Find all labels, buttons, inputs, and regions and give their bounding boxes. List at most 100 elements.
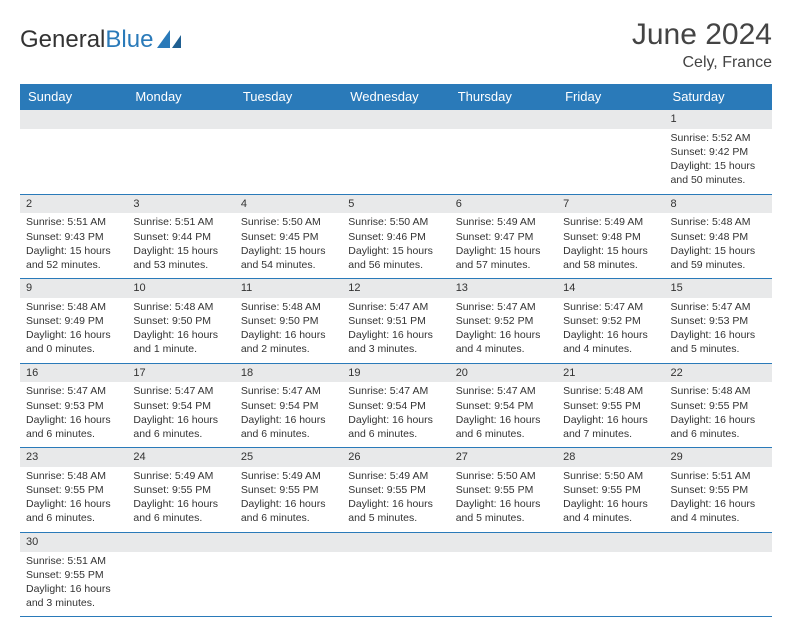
day-details: Sunrise: 5:50 AMSunset: 9:55 PMDaylight:… [450, 467, 557, 532]
day-number: 26 [342, 448, 449, 467]
day-number: 20 [450, 364, 557, 383]
daylight-text: Daylight: 16 hours and 7 minutes. [563, 413, 658, 441]
dayname-header: Saturday [665, 84, 772, 110]
sunrise-text: Sunrise: 5:52 AM [671, 131, 766, 145]
sunset-text: Sunset: 9:48 PM [563, 230, 658, 244]
day-number [235, 110, 342, 129]
sunrise-text: Sunrise: 5:50 AM [563, 469, 658, 483]
dayname-header: Thursday [450, 84, 557, 110]
daylight-text: Daylight: 16 hours and 3 minutes. [348, 328, 443, 356]
daylight-text: Daylight: 16 hours and 6 minutes. [348, 413, 443, 441]
dayname-header: Monday [127, 84, 234, 110]
day-number: 4 [235, 195, 342, 214]
calendar-cell-empty [20, 110, 127, 195]
daylight-text: Daylight: 16 hours and 5 minutes. [348, 497, 443, 525]
daylight-text: Daylight: 16 hours and 4 minutes. [563, 328, 658, 356]
day-number: 5 [342, 195, 449, 214]
sunset-text: Sunset: 9:55 PM [456, 483, 551, 497]
sunset-text: Sunset: 9:54 PM [241, 399, 336, 413]
calendar-cell: 5Sunrise: 5:50 AMSunset: 9:46 PMDaylight… [342, 194, 449, 279]
daylight-text: Daylight: 16 hours and 6 minutes. [456, 413, 551, 441]
sunrise-text: Sunrise: 5:48 AM [133, 300, 228, 314]
day-number: 2 [20, 195, 127, 214]
calendar-cell-empty [557, 110, 664, 195]
sunset-text: Sunset: 9:53 PM [26, 399, 121, 413]
daylight-text: Daylight: 16 hours and 5 minutes. [671, 328, 766, 356]
daylight-text: Daylight: 16 hours and 2 minutes. [241, 328, 336, 356]
day-number: 1 [665, 110, 772, 129]
day-number [450, 533, 557, 552]
calendar-cell: 9Sunrise: 5:48 AMSunset: 9:49 PMDaylight… [20, 279, 127, 364]
calendar-cell: 23Sunrise: 5:48 AMSunset: 9:55 PMDayligh… [20, 448, 127, 533]
sunrise-text: Sunrise: 5:51 AM [26, 554, 121, 568]
sunset-text: Sunset: 9:50 PM [241, 314, 336, 328]
sunrise-text: Sunrise: 5:47 AM [26, 384, 121, 398]
sunset-text: Sunset: 9:48 PM [671, 230, 766, 244]
day-details: Sunrise: 5:49 AMSunset: 9:55 PMDaylight:… [127, 467, 234, 532]
sunrise-text: Sunrise: 5:51 AM [26, 215, 121, 229]
daylight-text: Daylight: 15 hours and 58 minutes. [563, 244, 658, 272]
day-number: 3 [127, 195, 234, 214]
calendar-cell: 28Sunrise: 5:50 AMSunset: 9:55 PMDayligh… [557, 448, 664, 533]
daylight-text: Daylight: 16 hours and 5 minutes. [456, 497, 551, 525]
calendar-cell: 2Sunrise: 5:51 AMSunset: 9:43 PMDaylight… [20, 194, 127, 279]
calendar-week-row: 16Sunrise: 5:47 AMSunset: 9:53 PMDayligh… [20, 363, 772, 448]
sunset-text: Sunset: 9:50 PM [133, 314, 228, 328]
sunrise-text: Sunrise: 5:47 AM [348, 300, 443, 314]
location-subtitle: Cely, France [632, 54, 772, 72]
day-number: 25 [235, 448, 342, 467]
calendar-cell: 26Sunrise: 5:49 AMSunset: 9:55 PMDayligh… [342, 448, 449, 533]
day-details: Sunrise: 5:47 AMSunset: 9:52 PMDaylight:… [557, 298, 664, 363]
day-details: Sunrise: 5:48 AMSunset: 9:48 PMDaylight:… [665, 213, 772, 278]
day-number: 11 [235, 279, 342, 298]
sunset-text: Sunset: 9:51 PM [348, 314, 443, 328]
calendar-cell: 21Sunrise: 5:48 AMSunset: 9:55 PMDayligh… [557, 363, 664, 448]
logo-text-2: Blue [105, 26, 153, 54]
calendar-cell: 6Sunrise: 5:49 AMSunset: 9:47 PMDaylight… [450, 194, 557, 279]
sunset-text: Sunset: 9:55 PM [563, 399, 658, 413]
day-number: 21 [557, 364, 664, 383]
day-details: Sunrise: 5:47 AMSunset: 9:53 PMDaylight:… [20, 382, 127, 447]
daylight-text: Daylight: 16 hours and 6 minutes. [133, 497, 228, 525]
day-number [557, 110, 664, 129]
day-details: Sunrise: 5:51 AMSunset: 9:44 PMDaylight:… [127, 213, 234, 278]
sunrise-text: Sunrise: 5:51 AM [671, 469, 766, 483]
day-details: Sunrise: 5:47 AMSunset: 9:51 PMDaylight:… [342, 298, 449, 363]
daylight-text: Daylight: 16 hours and 6 minutes. [241, 497, 336, 525]
page-header: GeneralBlue June 2024 Cely, France [20, 18, 772, 72]
day-details: Sunrise: 5:48 AMSunset: 9:50 PMDaylight:… [127, 298, 234, 363]
day-details: Sunrise: 5:50 AMSunset: 9:45 PMDaylight:… [235, 213, 342, 278]
logo: GeneralBlue [20, 18, 183, 54]
sunrise-text: Sunrise: 5:50 AM [241, 215, 336, 229]
calendar-cell-empty [557, 532, 664, 617]
calendar-cell-empty [342, 110, 449, 195]
daylight-text: Daylight: 15 hours and 50 minutes. [671, 159, 766, 187]
daylight-text: Daylight: 15 hours and 59 minutes. [671, 244, 766, 272]
day-details: Sunrise: 5:47 AMSunset: 9:52 PMDaylight:… [450, 298, 557, 363]
daylight-text: Daylight: 16 hours and 0 minutes. [26, 328, 121, 356]
sunrise-text: Sunrise: 5:49 AM [348, 469, 443, 483]
day-details: Sunrise: 5:47 AMSunset: 9:54 PMDaylight:… [235, 382, 342, 447]
day-details: Sunrise: 5:48 AMSunset: 9:50 PMDaylight:… [235, 298, 342, 363]
calendar-cell: 29Sunrise: 5:51 AMSunset: 9:55 PMDayligh… [665, 448, 772, 533]
calendar-cell: 27Sunrise: 5:50 AMSunset: 9:55 PMDayligh… [450, 448, 557, 533]
sunrise-text: Sunrise: 5:49 AM [563, 215, 658, 229]
daylight-text: Daylight: 16 hours and 4 minutes. [456, 328, 551, 356]
calendar-cell-empty [450, 110, 557, 195]
sunrise-text: Sunrise: 5:47 AM [456, 300, 551, 314]
dayname-header: Wednesday [342, 84, 449, 110]
calendar-cell: 16Sunrise: 5:47 AMSunset: 9:53 PMDayligh… [20, 363, 127, 448]
day-details: Sunrise: 5:48 AMSunset: 9:55 PMDaylight:… [665, 382, 772, 447]
calendar-cell-empty [127, 110, 234, 195]
day-number [342, 533, 449, 552]
calendar-cell: 8Sunrise: 5:48 AMSunset: 9:48 PMDaylight… [665, 194, 772, 279]
calendar-week-row: 30Sunrise: 5:51 AMSunset: 9:55 PMDayligh… [20, 532, 772, 617]
calendar-cell-empty [127, 532, 234, 617]
sunrise-text: Sunrise: 5:49 AM [241, 469, 336, 483]
day-number: 27 [450, 448, 557, 467]
day-details: Sunrise: 5:47 AMSunset: 9:54 PMDaylight:… [127, 382, 234, 447]
day-details: Sunrise: 5:48 AMSunset: 9:49 PMDaylight:… [20, 298, 127, 363]
dayname-header-row: SundayMondayTuesdayWednesdayThursdayFrid… [20, 84, 772, 110]
day-details: Sunrise: 5:47 AMSunset: 9:54 PMDaylight:… [342, 382, 449, 447]
calendar-cell-empty [450, 532, 557, 617]
